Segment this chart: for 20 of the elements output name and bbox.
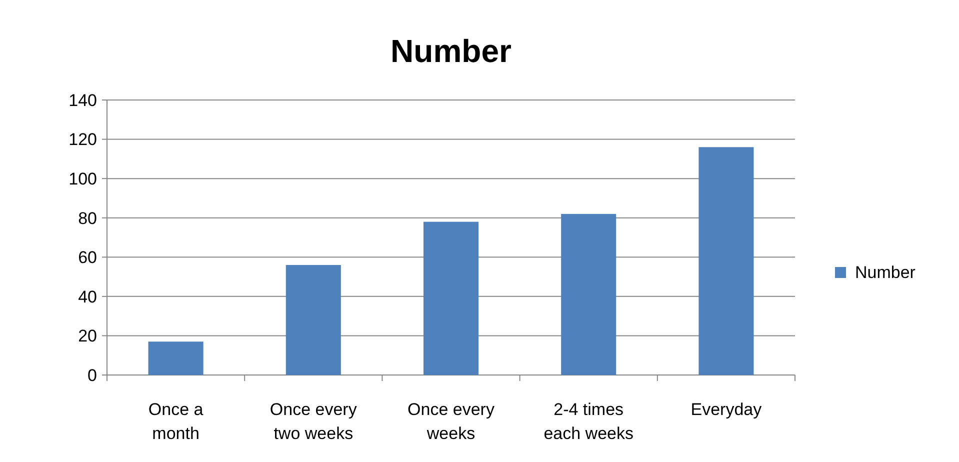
y-tick-label: 40 (78, 287, 97, 306)
y-tick-label: 100 (68, 170, 97, 189)
bar (698, 147, 754, 375)
x-tick-label: Once every two weeks (270, 400, 358, 443)
x-tick-label: Once every weeks (408, 400, 495, 443)
bar (286, 265, 341, 375)
y-tick-label: 20 (78, 326, 97, 346)
bar (148, 342, 204, 375)
y-tick-label: 0 (88, 366, 97, 385)
bar (561, 214, 616, 375)
x-tick-label: Once a month (148, 400, 204, 443)
y-tick-label: 140 (68, 90, 97, 110)
legend-label: Number (855, 262, 916, 282)
bar (423, 222, 479, 375)
y-tick-label: 80 (78, 208, 97, 228)
y-tick-label: 60 (78, 248, 97, 268)
x-tick-label: 2-4 times each weeks (544, 400, 634, 443)
chart-title: Number (390, 33, 512, 69)
y-tick-label: 120 (68, 130, 97, 150)
x-tick-label: Everyday (690, 400, 762, 419)
